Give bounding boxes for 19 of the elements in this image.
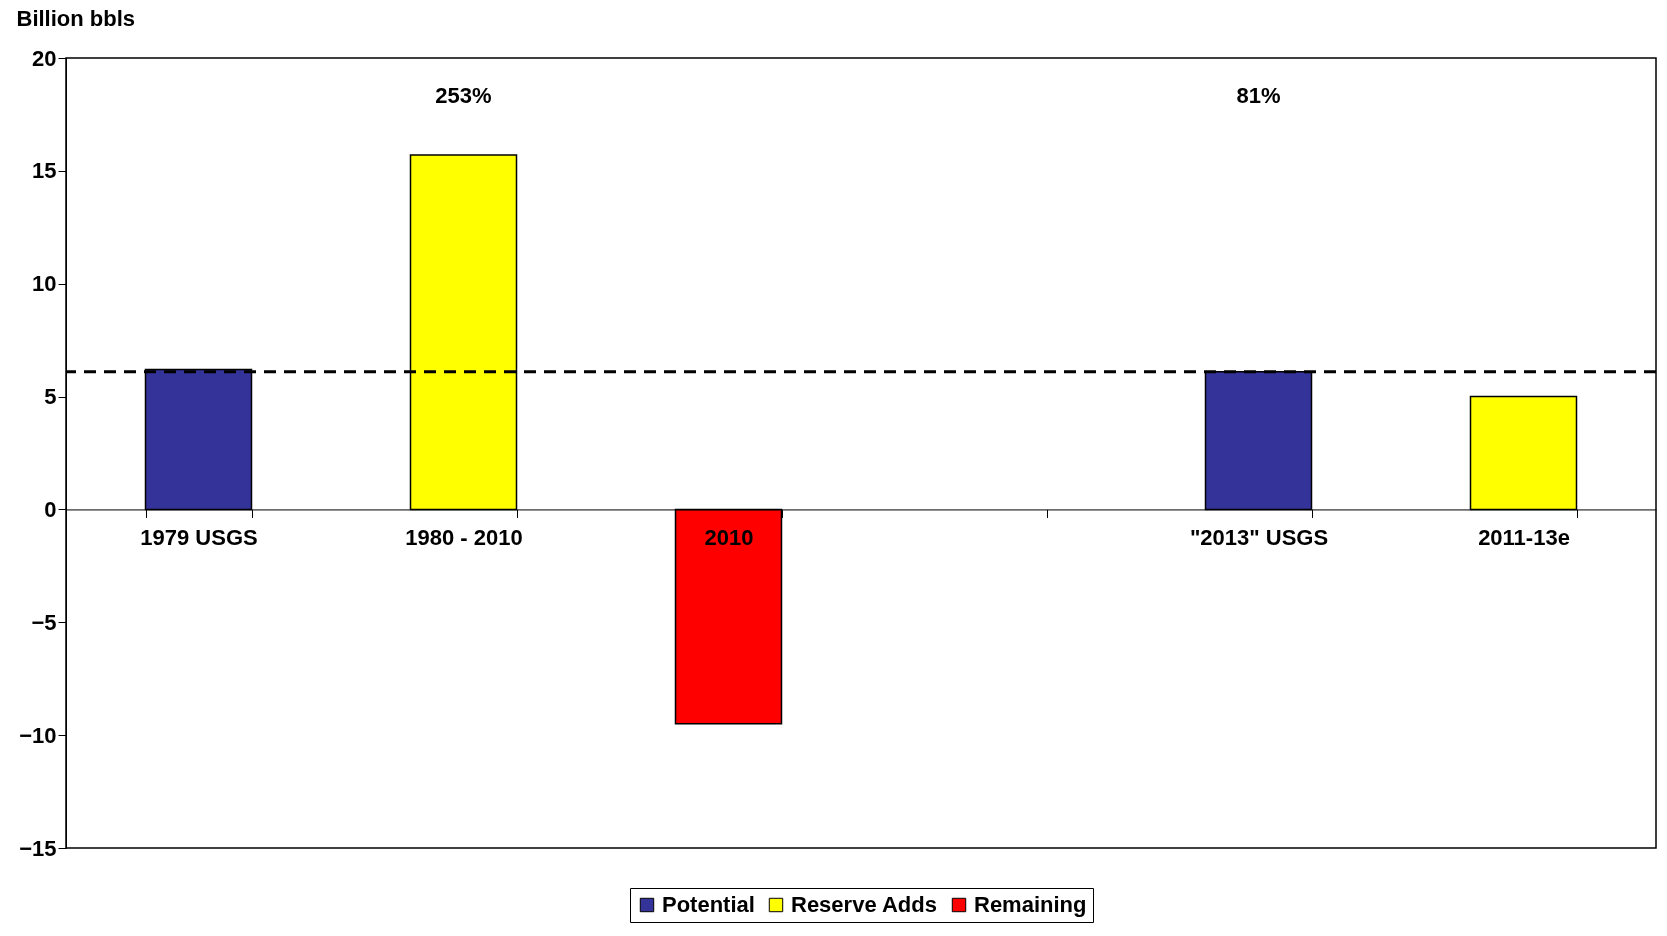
legend-label: Potential — [662, 892, 755, 917]
y-tick-label: 10 — [32, 271, 57, 297]
y-tick-label: −10 — [19, 722, 57, 748]
y-tick-label: −5 — [31, 609, 57, 635]
legend-label: Reserve Adds — [791, 892, 937, 917]
x-tick-label: 2010 — [704, 524, 754, 550]
y-tick-label: 5 — [44, 384, 57, 410]
y-axis-title: Billion bbls — [16, 5, 136, 31]
y-tick-label: 20 — [32, 45, 57, 71]
x-tick-label: 1980 - 2010 — [405, 524, 523, 550]
y-tick-label: 15 — [32, 158, 57, 184]
annotation: 81% — [1236, 83, 1281, 108]
y-tick-label: −15 — [19, 835, 57, 861]
x-tick-label: 2011-13e — [1478, 524, 1570, 550]
legend-label: Remaining — [974, 892, 1087, 917]
x-tick-label: 1979 USGS — [140, 524, 258, 550]
y-tick-label: 0 — [44, 496, 57, 522]
x-tick-label: "2013" USGS — [1189, 524, 1329, 550]
annotation: 253% — [435, 83, 492, 108]
